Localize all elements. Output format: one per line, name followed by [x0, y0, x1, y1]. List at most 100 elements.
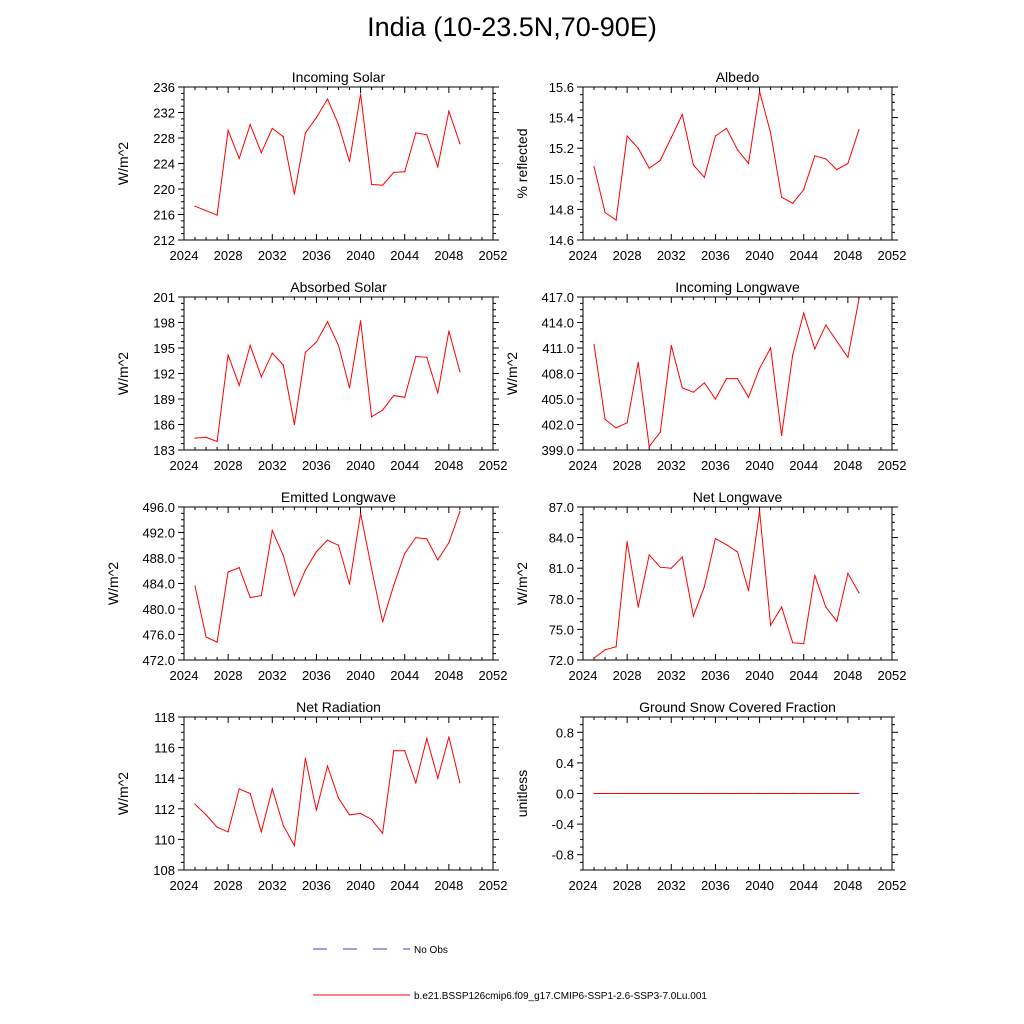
data-point [371, 416, 373, 418]
data-point [426, 538, 428, 540]
series-line [593, 91, 860, 221]
series-line [194, 511, 461, 643]
data-point [626, 792, 628, 795]
y-tick-label: 399.0 [541, 443, 574, 458]
data-point [282, 364, 284, 366]
data-point [326, 539, 329, 541]
y-tick-label: 414.0 [541, 316, 574, 331]
data-point [847, 162, 849, 165]
data-point [426, 356, 428, 358]
data-point [205, 436, 207, 438]
data-point [637, 606, 639, 608]
data-point [238, 384, 240, 386]
data-point [736, 792, 739, 795]
data-point [227, 354, 229, 356]
x-tick-label: 2036 [302, 248, 331, 263]
x-tick-label: 2032 [258, 248, 287, 263]
x-tick-label: 2040 [745, 878, 774, 893]
x-tick-label: 2028 [214, 668, 243, 683]
data-point [770, 624, 772, 626]
y-tick-label: 417.0 [541, 290, 574, 305]
data-point [681, 113, 683, 116]
data-point [348, 387, 351, 389]
data-point [803, 792, 805, 795]
x-tick-label: 2044 [789, 668, 818, 683]
y-tick-label: 108 [153, 863, 175, 878]
x-tick-label: 2048 [434, 878, 463, 893]
x-tick-label: 2028 [613, 248, 642, 263]
data-point [692, 615, 694, 617]
data-point [758, 367, 761, 369]
data-point [770, 132, 772, 134]
plot-frame [183, 296, 494, 451]
data-point [304, 351, 306, 353]
data-point [825, 606, 827, 608]
data-point [249, 124, 251, 126]
y-tick-label: 480.0 [142, 602, 175, 617]
data-point [626, 135, 628, 137]
data-point [315, 117, 318, 119]
data-point [359, 512, 362, 514]
y-tick-label: -0.8 [552, 848, 574, 863]
data-point [604, 792, 606, 795]
y-tick-label: 116 [154, 741, 175, 756]
panel-title: Net Radiation [296, 699, 381, 715]
data-point [205, 210, 207, 212]
data-point [858, 129, 860, 131]
data-point [249, 344, 251, 347]
data-point [604, 649, 606, 651]
y-tick-label: 201 [153, 290, 175, 305]
y-tick-label: 81.0 [549, 561, 574, 576]
panel-title: Incoming Solar [292, 69, 386, 85]
y-tick-label: 484.0 [142, 577, 175, 592]
data-point [348, 160, 351, 163]
x-tick-label: 2028 [214, 878, 243, 893]
series-line [593, 299, 860, 448]
data-point [758, 90, 761, 93]
y-tick-label: 72.0 [549, 653, 574, 668]
panel-3: 2024 2028 2032 2036 2040 2044 2048 2052 183 186 18… [115, 279, 507, 473]
x-tick-label: 2052 [878, 248, 907, 263]
plot-frame [183, 506, 494, 661]
legend: No Obs b.e21.BSSP126cmip6.f09_g17.CMIP6-S… [313, 945, 707, 1002]
data-point [437, 166, 439, 168]
data-point [615, 219, 617, 221]
data-point [847, 356, 849, 358]
data-point [692, 164, 694, 166]
panel-title: Net Longwave [693, 489, 783, 505]
x-tick-label: 2028 [613, 878, 642, 893]
data-point [626, 541, 628, 543]
data-point [216, 440, 218, 443]
panel-8: 2024 2028 2032 2036 2040 2044 2048 2052 -0.8 -0.4… [514, 699, 906, 893]
legend-obs-label: No Obs [414, 945, 448, 956]
data-point [747, 792, 750, 795]
data-point [637, 147, 639, 149]
y-tick-label: 183 [153, 443, 175, 458]
data-point [238, 157, 240, 159]
x-tick-label: 2024 [569, 248, 598, 263]
x-tick-label: 2048 [434, 458, 463, 473]
x-tick-label: 2028 [613, 458, 642, 473]
data-point [371, 568, 373, 570]
y-tick-label: 112 [154, 802, 175, 817]
y-tick-label: 496.0 [142, 500, 175, 515]
data-point [736, 551, 739, 553]
data-point [293, 193, 295, 195]
data-point [659, 431, 661, 433]
x-tick-label: 2052 [878, 668, 907, 683]
data-point [648, 554, 650, 556]
panel-title: Emitted Longwave [281, 489, 396, 505]
data-point [260, 831, 262, 833]
x-tick-label: 2044 [390, 248, 419, 263]
data-point [315, 551, 318, 553]
x-tick-label: 2024 [569, 458, 598, 473]
data-point [626, 422, 628, 424]
data-point [304, 569, 306, 571]
y-tick-label: 15.4 [549, 111, 574, 126]
data-point [725, 378, 728, 380]
data-point [681, 792, 683, 795]
x-tick-label: 2052 [878, 878, 907, 893]
data-point [415, 537, 417, 539]
data-point [858, 792, 860, 795]
y-axis-label: W/m^2 [504, 352, 520, 395]
